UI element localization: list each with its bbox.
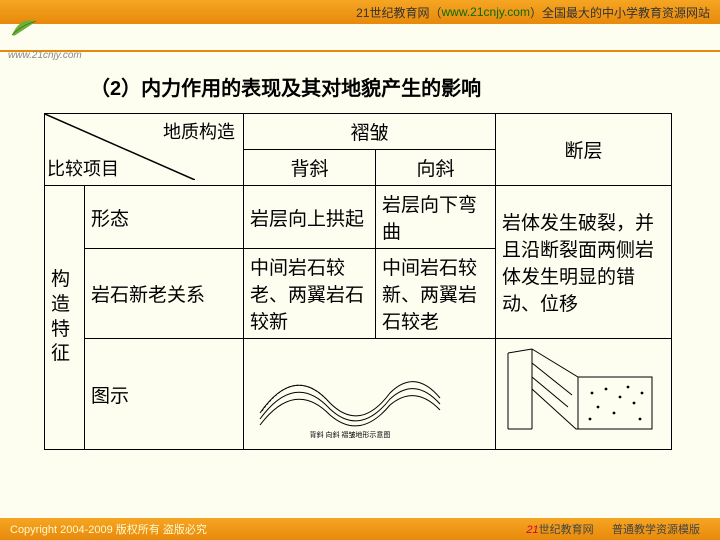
header-fold: 褶皱 [244, 114, 496, 150]
copyright: Copyright 2004-2009 版权所有 盗版必究 [10, 521, 207, 537]
row1-label: 形态 [85, 186, 244, 249]
fold-diagram-svg: 背斜 向斜 褶皱地形示意图 [250, 343, 450, 439]
site-logo: www.21cnjy.com [8, 14, 108, 50]
diag-bottom: 比较项目 [47, 155, 119, 181]
fault-diagram-svg [502, 343, 662, 439]
fault-desc: 岩体发生破裂，并且沿断裂面两侧岩体发生明显的错动、位移 [496, 186, 672, 339]
row2-anti: 中间岩石较老、两翼岩石较新 [244, 249, 376, 339]
row1-anti: 岩层向上拱起 [244, 186, 376, 249]
row2-syn: 中间岩石较新、两翼岩石较老 [376, 249, 496, 339]
svg-text:背斜 向斜 褶皱地形示意图: 背斜 向斜 褶皱地形示意图 [310, 430, 391, 439]
brand-num: 21 [526, 524, 538, 536]
fold-diagram: 背斜 向斜 褶皱地形示意图 [244, 339, 496, 450]
header-fault: 断层 [496, 114, 672, 186]
bottom-right: 21世纪教育网 普通教学资源模版 [526, 521, 700, 537]
logo-text: www.21cnjy.com [8, 50, 82, 61]
top-banner: 21世纪教育网（ www.21cnjy.com ）全国最大的中小学教育资源网站 [0, 0, 720, 24]
logo-row: www.21cnjy.com [0, 24, 720, 52]
header-syncline: 向斜 [376, 150, 496, 186]
top-text-suffix: ）全国最大的中小学教育资源网站 [530, 4, 710, 21]
leaf-icon [8, 14, 40, 40]
row-group-label: 构造特征 [45, 186, 85, 450]
header-anticline: 背斜 [244, 150, 376, 186]
top-url[interactable]: www.21cnjy.com [442, 5, 530, 19]
diagonal-header: 地质构造 比较项目 [45, 114, 244, 186]
top-text-prefix: 21世纪教育网（ [356, 4, 441, 21]
row3-label: 图示 [85, 339, 244, 450]
bottom-banner: Copyright 2004-2009 版权所有 盗版必究 21世纪教育网 普通… [0, 518, 720, 540]
diag-top: 地质构造 [163, 118, 235, 144]
page-title: （2）内力作用的表现及其对地貌产生的影响 [90, 72, 720, 101]
template-name: 普通教学资源模版 [612, 524, 700, 536]
row1-syn: 岩层向下弯曲 [376, 186, 496, 249]
brand-name: 世纪教育网 [539, 524, 594, 536]
fault-diagram [496, 339, 672, 450]
geology-table: 地质构造 比较项目 褶皱 断层 背斜 向斜 构造特征 形态 岩层向上拱起 岩层向… [44, 113, 672, 450]
row2-label: 岩石新老关系 [85, 249, 244, 339]
